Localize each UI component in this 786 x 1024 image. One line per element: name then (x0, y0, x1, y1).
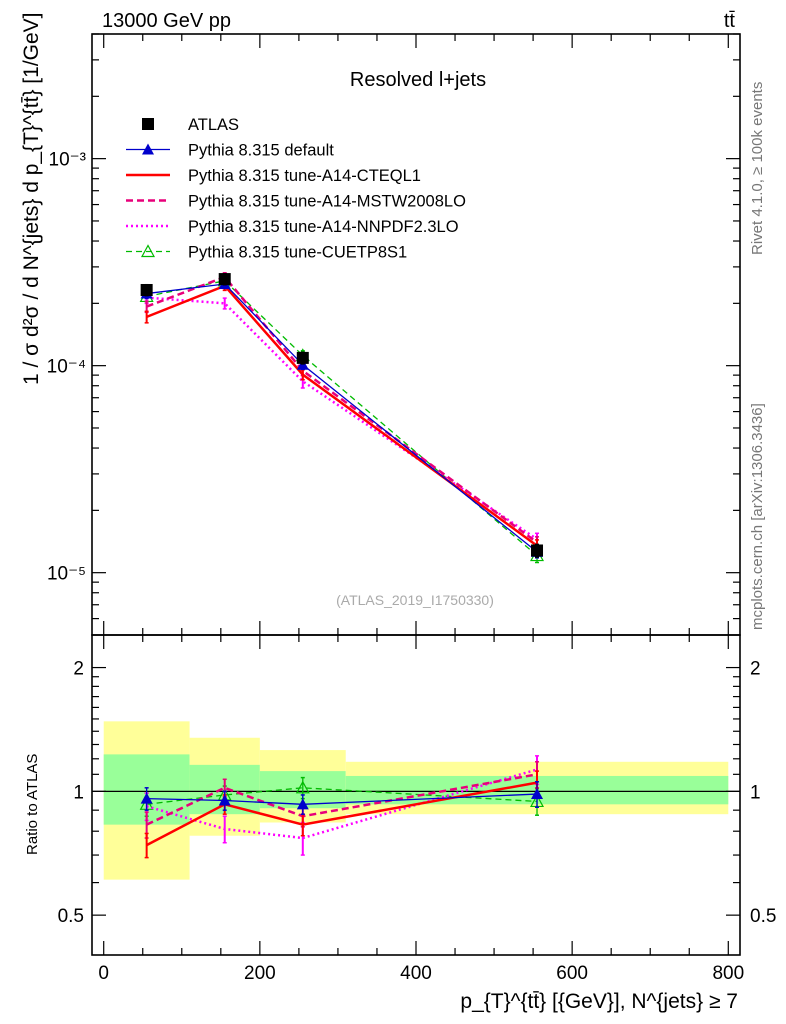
main-ytick-label: 10⁻⁵ (47, 564, 86, 585)
legend-label: Pythia 8.315 tune-A14-CTEQL1 (188, 167, 421, 185)
main-ytick-label: 10⁻³ (49, 150, 87, 171)
atlas-marker (296, 351, 309, 364)
main-series-default (140, 278, 544, 559)
legend-label: ATLAS (188, 116, 239, 134)
xtick-label: 200 (244, 963, 276, 984)
uncertainty-bands (92, 721, 740, 880)
xlabel: p_{T}^{tt̄} [{GeV}], N^{jets} ≥ 7 (460, 990, 738, 1013)
legend-entry-nnpdf: Pythia 8.315 tune-A14-NNPDF2.3LO (126, 218, 459, 236)
main-series-cteql1 (144, 280, 540, 553)
main-series-cuetp8s1 (139, 273, 545, 564)
ratio-ytick-label: 1 (73, 782, 84, 803)
legend-entry-atlas: ATLAS (142, 116, 239, 134)
ratio-panel (139, 755, 545, 859)
legend-entry-cuetp8s1: Pythia 8.315 tune-CUETP8S1 (126, 244, 407, 262)
default-marker (296, 798, 309, 810)
atlas-marker (140, 283, 153, 296)
default-marker (531, 788, 544, 800)
ratio-line (146, 781, 538, 847)
atlas-marker (218, 273, 231, 286)
ratio-line (146, 793, 538, 805)
xtick-label: 600 (556, 963, 588, 984)
default-marker (142, 143, 154, 155)
main-line (146, 284, 538, 547)
legend-label: Pythia 8.315 tune-A14-MSTW2008LO (188, 193, 466, 211)
analysis-watermark: (ATLAS_2019_I1750330) (336, 592, 494, 608)
legend-entry-default: Pythia 8.315 default (126, 142, 334, 160)
legend-entry-mstw: Pythia 8.315 tune-A14-MSTW2008LO (126, 193, 466, 211)
axes: 10⁻⁵ 10⁻⁴ 10⁻³ 0.5 0.5 1 1 2 2 0 200 400 600 800 (47, 33, 776, 984)
legend-label: Pythia 8.315 default (188, 142, 334, 160)
source-label: mcplots.cern.ch [arXiv:1306.3436] (749, 403, 766, 630)
ratio-series-default (140, 781, 544, 815)
main-panel (139, 272, 545, 564)
default-marker (140, 792, 153, 804)
legend-entry-cteql1: Pythia 8.315 tune-A14-CTEQL1 (126, 167, 421, 185)
legend-label: Pythia 8.315 tune-A14-NNPDF2.3LO (188, 218, 459, 236)
cuetp8s1-marker (140, 244, 156, 258)
legend: ATLAS Pythia 8.315 default Pythia 8.315 tu… (126, 116, 466, 262)
ratio-ytick-label: 2 (73, 659, 84, 680)
process-label: tt̄ (724, 10, 736, 32)
ratio-ytick-label-right: 0.5 (750, 906, 776, 927)
rivet-label: Rivet 4.1.0, ≥ 100k events (749, 82, 766, 255)
main-series-atlas (140, 272, 544, 558)
ratio-ytick-label: 0.5 (58, 906, 84, 927)
ratio-ylabel: Ratio to ATLAS (24, 754, 41, 855)
main-ylabel: 1 / σ d²σ / d N^{jets} d p_{T}^{tt̄} [1/… (20, 12, 43, 385)
energy-label: 13000 GeV pp (102, 10, 231, 32)
main-ytick-label: 10⁻⁴ (47, 357, 86, 378)
cuetp8s1-marker (295, 780, 310, 794)
main-line (146, 280, 538, 557)
xtick-label: 400 (400, 963, 432, 984)
xtick-label: 800 (712, 963, 744, 984)
chart-title: Resolved l+jets (350, 69, 486, 91)
ratio-ytick-label-right: 1 (750, 782, 761, 803)
legend-label: Pythia 8.315 tune-CUETP8S1 (188, 244, 407, 262)
atlas-marker (531, 544, 544, 557)
atlas-marker (142, 118, 154, 130)
main-series-nnpdf (144, 291, 540, 547)
xtick-label: 0 (98, 963, 109, 984)
default-marker (218, 794, 231, 806)
main-line (146, 283, 538, 553)
ratio-ytick-label-right: 2 (750, 659, 761, 680)
